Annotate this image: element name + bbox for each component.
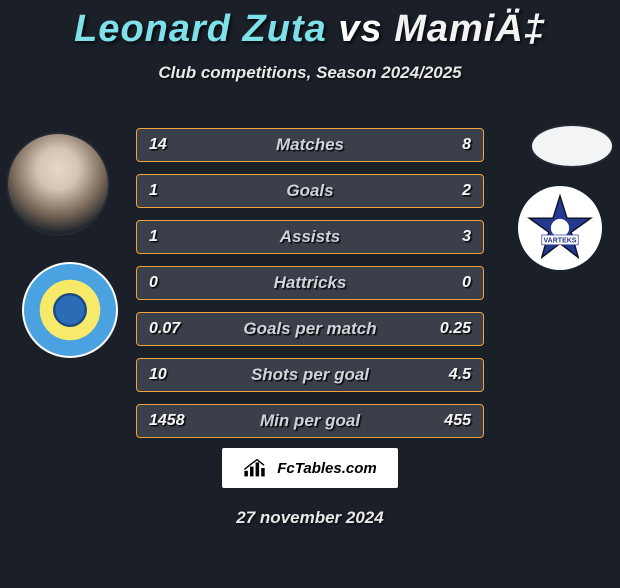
chart-icon — [243, 458, 271, 478]
stat-label: Hattricks — [274, 273, 347, 293]
player2-club-badge: VARTEKS — [518, 186, 602, 270]
stat-label: Min per goal — [260, 411, 360, 431]
badge-right-text: VARTEKS — [544, 238, 577, 245]
player1-club-badge — [22, 262, 118, 358]
stat-label: Goals per match — [243, 319, 376, 339]
stat-label: Goals — [286, 181, 333, 201]
stat-label: Shots per goal — [251, 365, 369, 385]
stat-value-left: 1458 — [149, 412, 185, 430]
title-player2: MamiÄ‡ — [394, 8, 546, 50]
title-player1: Leonard Zuta — [74, 8, 327, 50]
title-vs: vs — [338, 8, 382, 50]
stat-value-right: 455 — [444, 412, 471, 430]
stat-row: 1 Goals 2 — [136, 174, 484, 208]
stat-value-left: 10 — [149, 366, 167, 384]
page-title: Leonard Zuta vs MamiÄ‡ — [0, 8, 620, 51]
stat-value-right: 8 — [462, 136, 471, 154]
stat-value-left: 14 — [149, 136, 167, 154]
stat-label: Matches — [276, 135, 344, 155]
stat-row: 1458 Min per goal 455 — [136, 404, 484, 438]
stat-row: 10 Shots per goal 4.5 — [136, 358, 484, 392]
player2-avatar — [532, 126, 612, 166]
player1-avatar — [8, 134, 108, 234]
stat-label: Assists — [280, 227, 340, 247]
stats-table: 14 Matches 8 1 Goals 2 1 Assists 3 0 Hattricks 0 0.0… — [136, 128, 484, 450]
stat-row: 14 Matches 8 — [136, 128, 484, 162]
subtitle: Club competitions, Season 2024/2025 — [0, 63, 620, 83]
stat-row: 1 Assists 3 — [136, 220, 484, 254]
stat-value-right: 4.5 — [449, 366, 471, 384]
stat-value-right: 2 — [462, 182, 471, 200]
stat-row: 0.07 Goals per match 0.25 — [136, 312, 484, 346]
stat-row: 0 Hattricks 0 — [136, 266, 484, 300]
stat-value-right: 0 — [462, 274, 471, 292]
stat-value-left: 0.07 — [149, 320, 180, 338]
stat-value-left: 0 — [149, 274, 158, 292]
footer-date: 27 november 2024 — [236, 508, 383, 528]
stat-value-right: 0.25 — [440, 320, 471, 338]
footer-brand-text: FcTables.com — [277, 460, 376, 477]
footer-brand: FcTables.com — [222, 448, 398, 488]
stat-value-left: 1 — [149, 182, 158, 200]
stat-value-right: 3 — [462, 228, 471, 246]
stat-value-left: 1 — [149, 228, 158, 246]
